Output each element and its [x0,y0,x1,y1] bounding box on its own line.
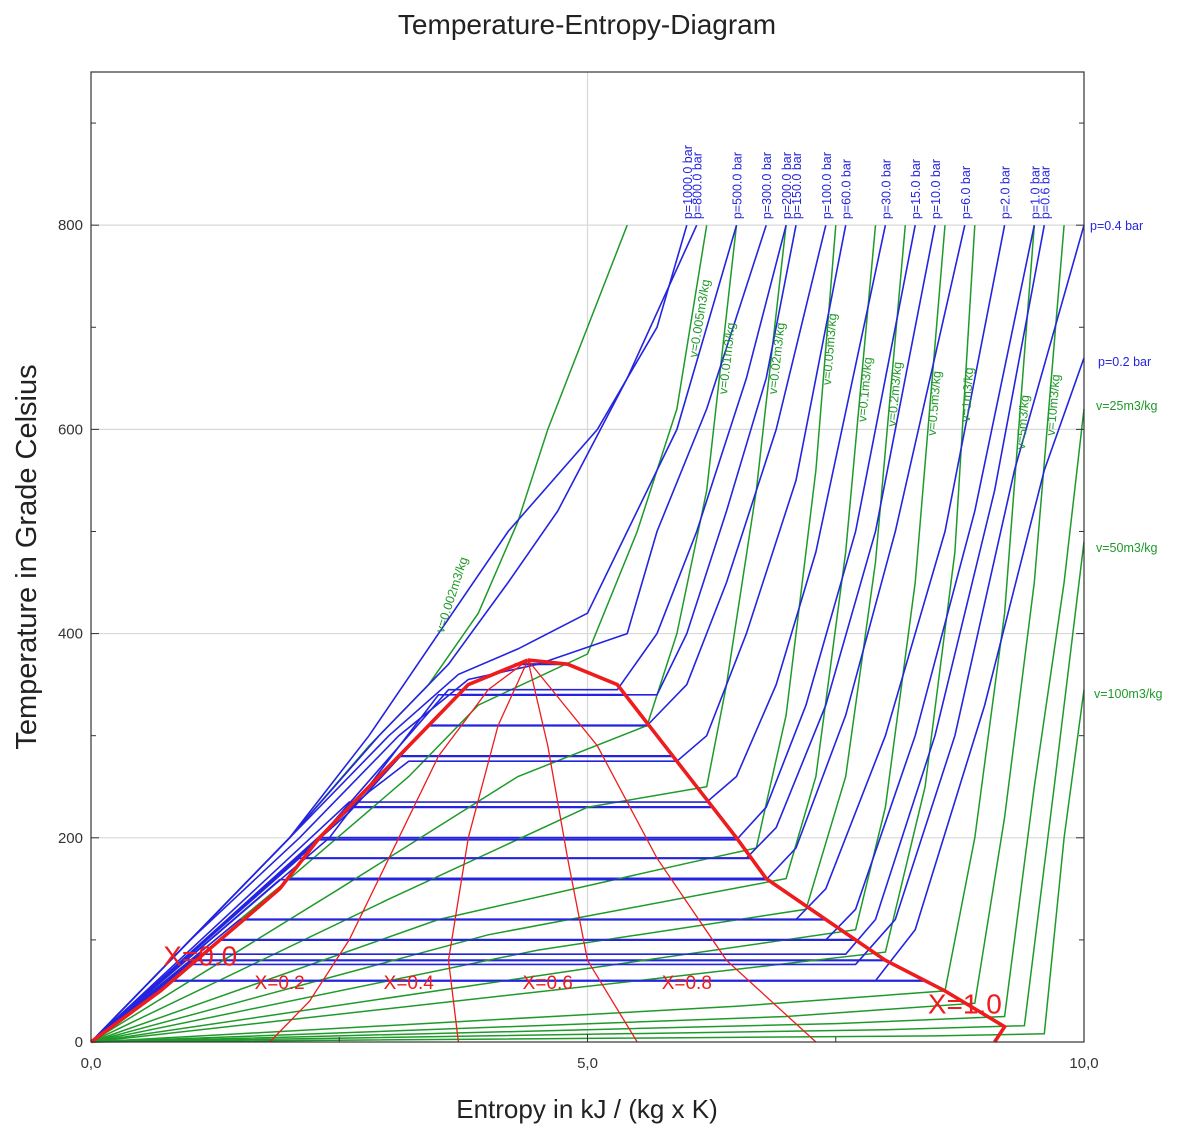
quality-label-x-0-2: X=0.2 [255,973,305,994]
quality-line-x-0-6 [527,659,638,1043]
y-axis-title: Temperature in Grade Celsius [11,364,43,749]
y-tick-label-200: 200 [58,830,83,847]
x-axis-title: Entropy in kJ / (kg x K) [456,1094,718,1124]
isobar-label-p-10-0-bar: p=10.0 bar [929,159,943,219]
isochore-v-25m3-kg [90,408,1085,1043]
isochore-label-v-0-02m3-kg: v=0.02m3/kg [766,322,788,395]
isobar-label-p-30-0-bar: p=30.0 bar [879,159,893,219]
x-tick-label-5: 5,0 [577,1055,598,1072]
quality-label-x-0-0: X=0.0 [163,940,237,971]
isobar-label-p-0-4-bar: p=0.4 bar [1090,219,1143,233]
x-tick-label-0: 0,0 [81,1055,102,1072]
isochore-label-v-0-1m3-kg: v=0.1m3/kg [855,356,875,422]
isochore-label-v-5m3-kg: v=5m3/kg [1014,394,1032,450]
isochore-label-v-50m3-kg: v=50m3/kg [1096,541,1158,555]
isochore-label-v-10m3-kg: v=10m3/kg [1044,374,1063,436]
quality-line-x-0-4 [447,659,529,1043]
isobar-label-p-100-0-bar: p=100.0 bar [820,152,834,219]
isochore-label-v-25m3-kg: v=25m3/kg [1096,399,1158,413]
quality-label-x-0-4: X=0.4 [384,973,435,994]
x-tick-label-10: 10,0 [1069,1055,1098,1072]
chart-title: Temperature-Entropy-Diagram [398,9,776,40]
isobar-label-p-200-0-bar: p=200.0 bar [780,152,794,219]
isobar-p-60-0-bar [90,225,847,1043]
quality-label-x-1-0: X=1.0 [928,988,1002,1019]
isochore-label-v-0-2m3-kg: v=0.2m3/kg [885,361,905,427]
isobar-label-p-2-0-bar: p=2.0 bar [999,166,1013,219]
isochore-v-5m3-kg [90,225,1036,1043]
isobar-p-500-0-bar [90,224,738,1043]
isochore-v-1m3-kg [90,225,976,1043]
grid-lines [91,72,1084,1042]
quality-line-x-1-0 [527,658,1008,1043]
isobar-p-10-0-bar [90,225,936,1043]
isochore-v-50m3-kg [90,541,1085,1043]
y-tick-label-400: 400 [58,626,83,643]
y-tick-label-800: 800 [58,217,83,234]
isobar-p-30-0-bar [90,225,887,1043]
y-tick-label-600: 600 [58,421,83,438]
isobar-label-p-150-0-bar: p=150.0 bar [790,152,804,219]
isochore-v-10m3-kg [90,225,1065,1043]
isobar-label-p-15-0-bar: p=15.0 bar [909,159,923,219]
isobar-label-p-1000-0-bar: p=1000.0 bar [681,145,695,219]
isobar-label-p-300-0-bar: p=300.0 bar [760,152,774,219]
isobar-label-p-500-0-bar: p=500.0 bar [730,152,744,219]
isochore-v-0-1m3-kg [90,225,877,1043]
isochore-label-v-1m3-kg: v=1m3/kg [959,367,976,422]
isobar-p-0-6-bar [90,225,1046,1043]
quality-label-x-0-6: X=0.6 [523,973,573,994]
isochore-label-v-100m3-kg: v=100m3/kg [1094,687,1162,701]
quality-line-x-0-8 [527,659,817,1043]
isochore-label-v-0-01m3-kg: v=0.01m3/kg [716,322,738,395]
isobar-label-p-0-6-bar: p=0.6 bar [1038,166,1052,219]
quality-line-x-0-0 [89,658,529,1044]
quality-line-x-0-2 [269,659,529,1043]
isochore-label-v-0-5m3-kg: v=0.5m3/kg [925,370,944,436]
isobar-label-p-1-0-bar: p=1.0 bar [1028,166,1042,219]
quality-label-x-0-8: X=0.8 [662,973,712,994]
isobar-label-p-800-0-bar: p=800.0 bar [691,152,705,219]
y-tick-label-0: 0 [75,1034,83,1051]
plot-lines [89,224,1085,1044]
isobar-label-p-6-0-bar: p=6.0 bar [959,166,973,219]
axis-ticks: 0 200 400 600 800 0,0 5,0 10,0 [58,122,1099,1072]
isobar-p-2-0-bar [90,225,1006,1043]
isobar-label-p-60-0-bar: p=60.0 bar [840,159,854,219]
isobar-label-p-0-2-bar: p=0.2 bar [1098,355,1151,369]
isobar-p-6-0-bar [90,225,966,1043]
isochore-v-100m3-kg [90,689,1085,1043]
isochore-label-v-0-05m3-kg: v=0.05m3/kg [820,313,840,386]
